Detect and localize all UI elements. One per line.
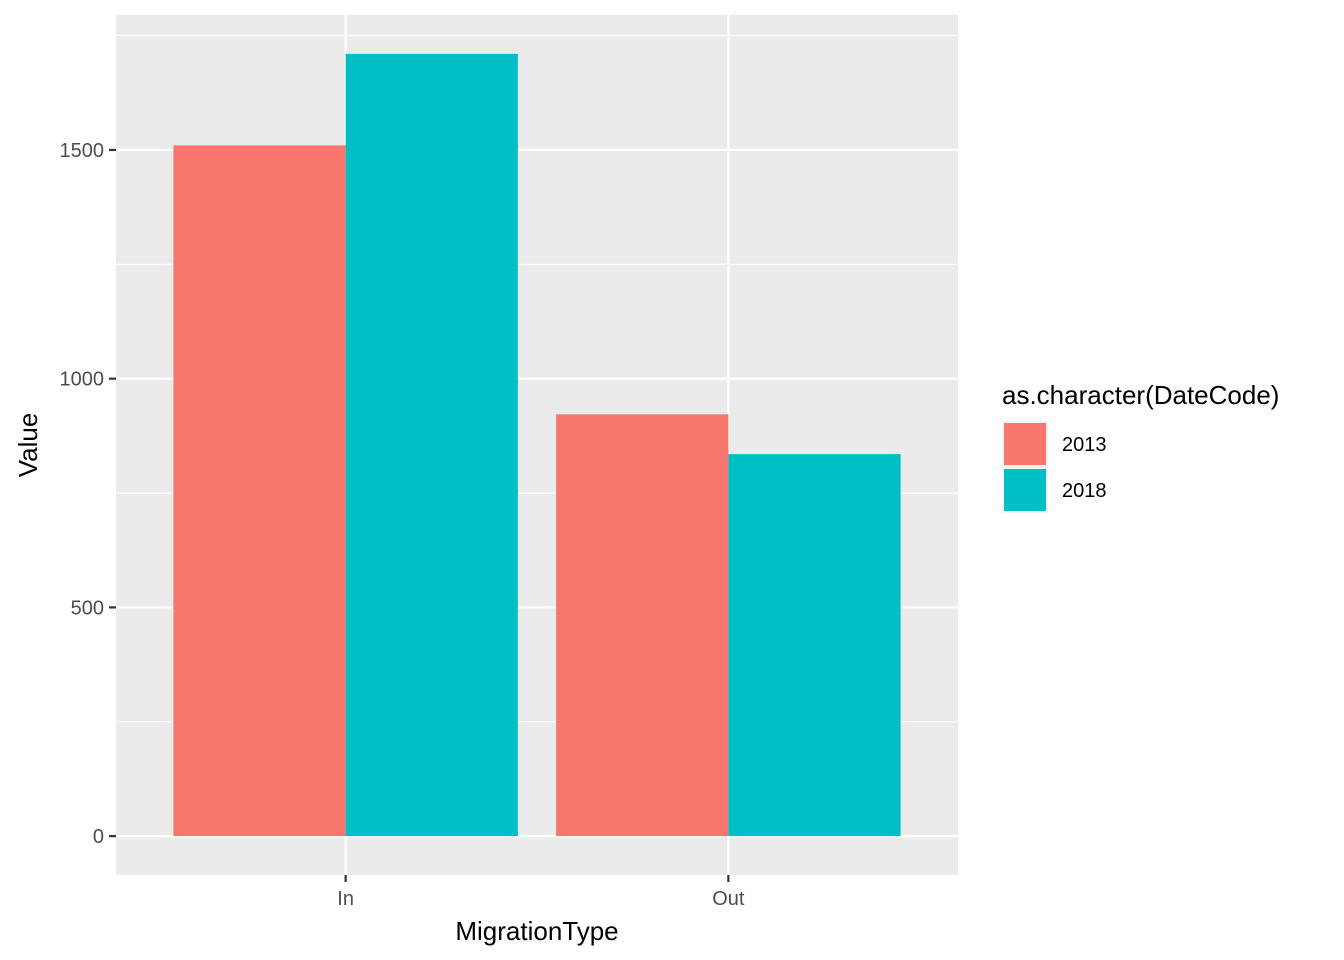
y-axis-title: Value <box>13 413 43 478</box>
legend-label: 2013 <box>1062 434 1107 456</box>
bar-In-2018 <box>345 53 518 837</box>
legend-swatch-2018 <box>1004 469 1046 511</box>
x-tick-label: In <box>337 888 354 910</box>
legend-items: 2013 2018 <box>1002 421 1107 513</box>
bar-In-2013 <box>173 145 346 837</box>
legend-title: as.character(DateCode) <box>1002 380 1279 410</box>
y-tick-label: 1000 <box>60 369 105 391</box>
y-tick-label: 1500 <box>60 140 105 162</box>
x-axis-title: MigrationType <box>455 916 618 946</box>
y-axis: 0 500 1000 1500 <box>60 140 116 848</box>
y-tick-label: 0 <box>93 826 104 848</box>
bar-Out-2018 <box>728 454 901 837</box>
x-tick-label: Out <box>712 888 745 910</box>
x-axis: In Out <box>337 875 745 910</box>
legend-swatch-2013 <box>1004 423 1046 465</box>
legend-label: 2018 <box>1062 480 1107 502</box>
y-tick-label: 500 <box>71 597 104 619</box>
bar-Out-2013 <box>556 414 729 837</box>
legend: as.character(DateCode) 2013 2018 <box>1002 380 1279 513</box>
bars <box>173 53 901 837</box>
